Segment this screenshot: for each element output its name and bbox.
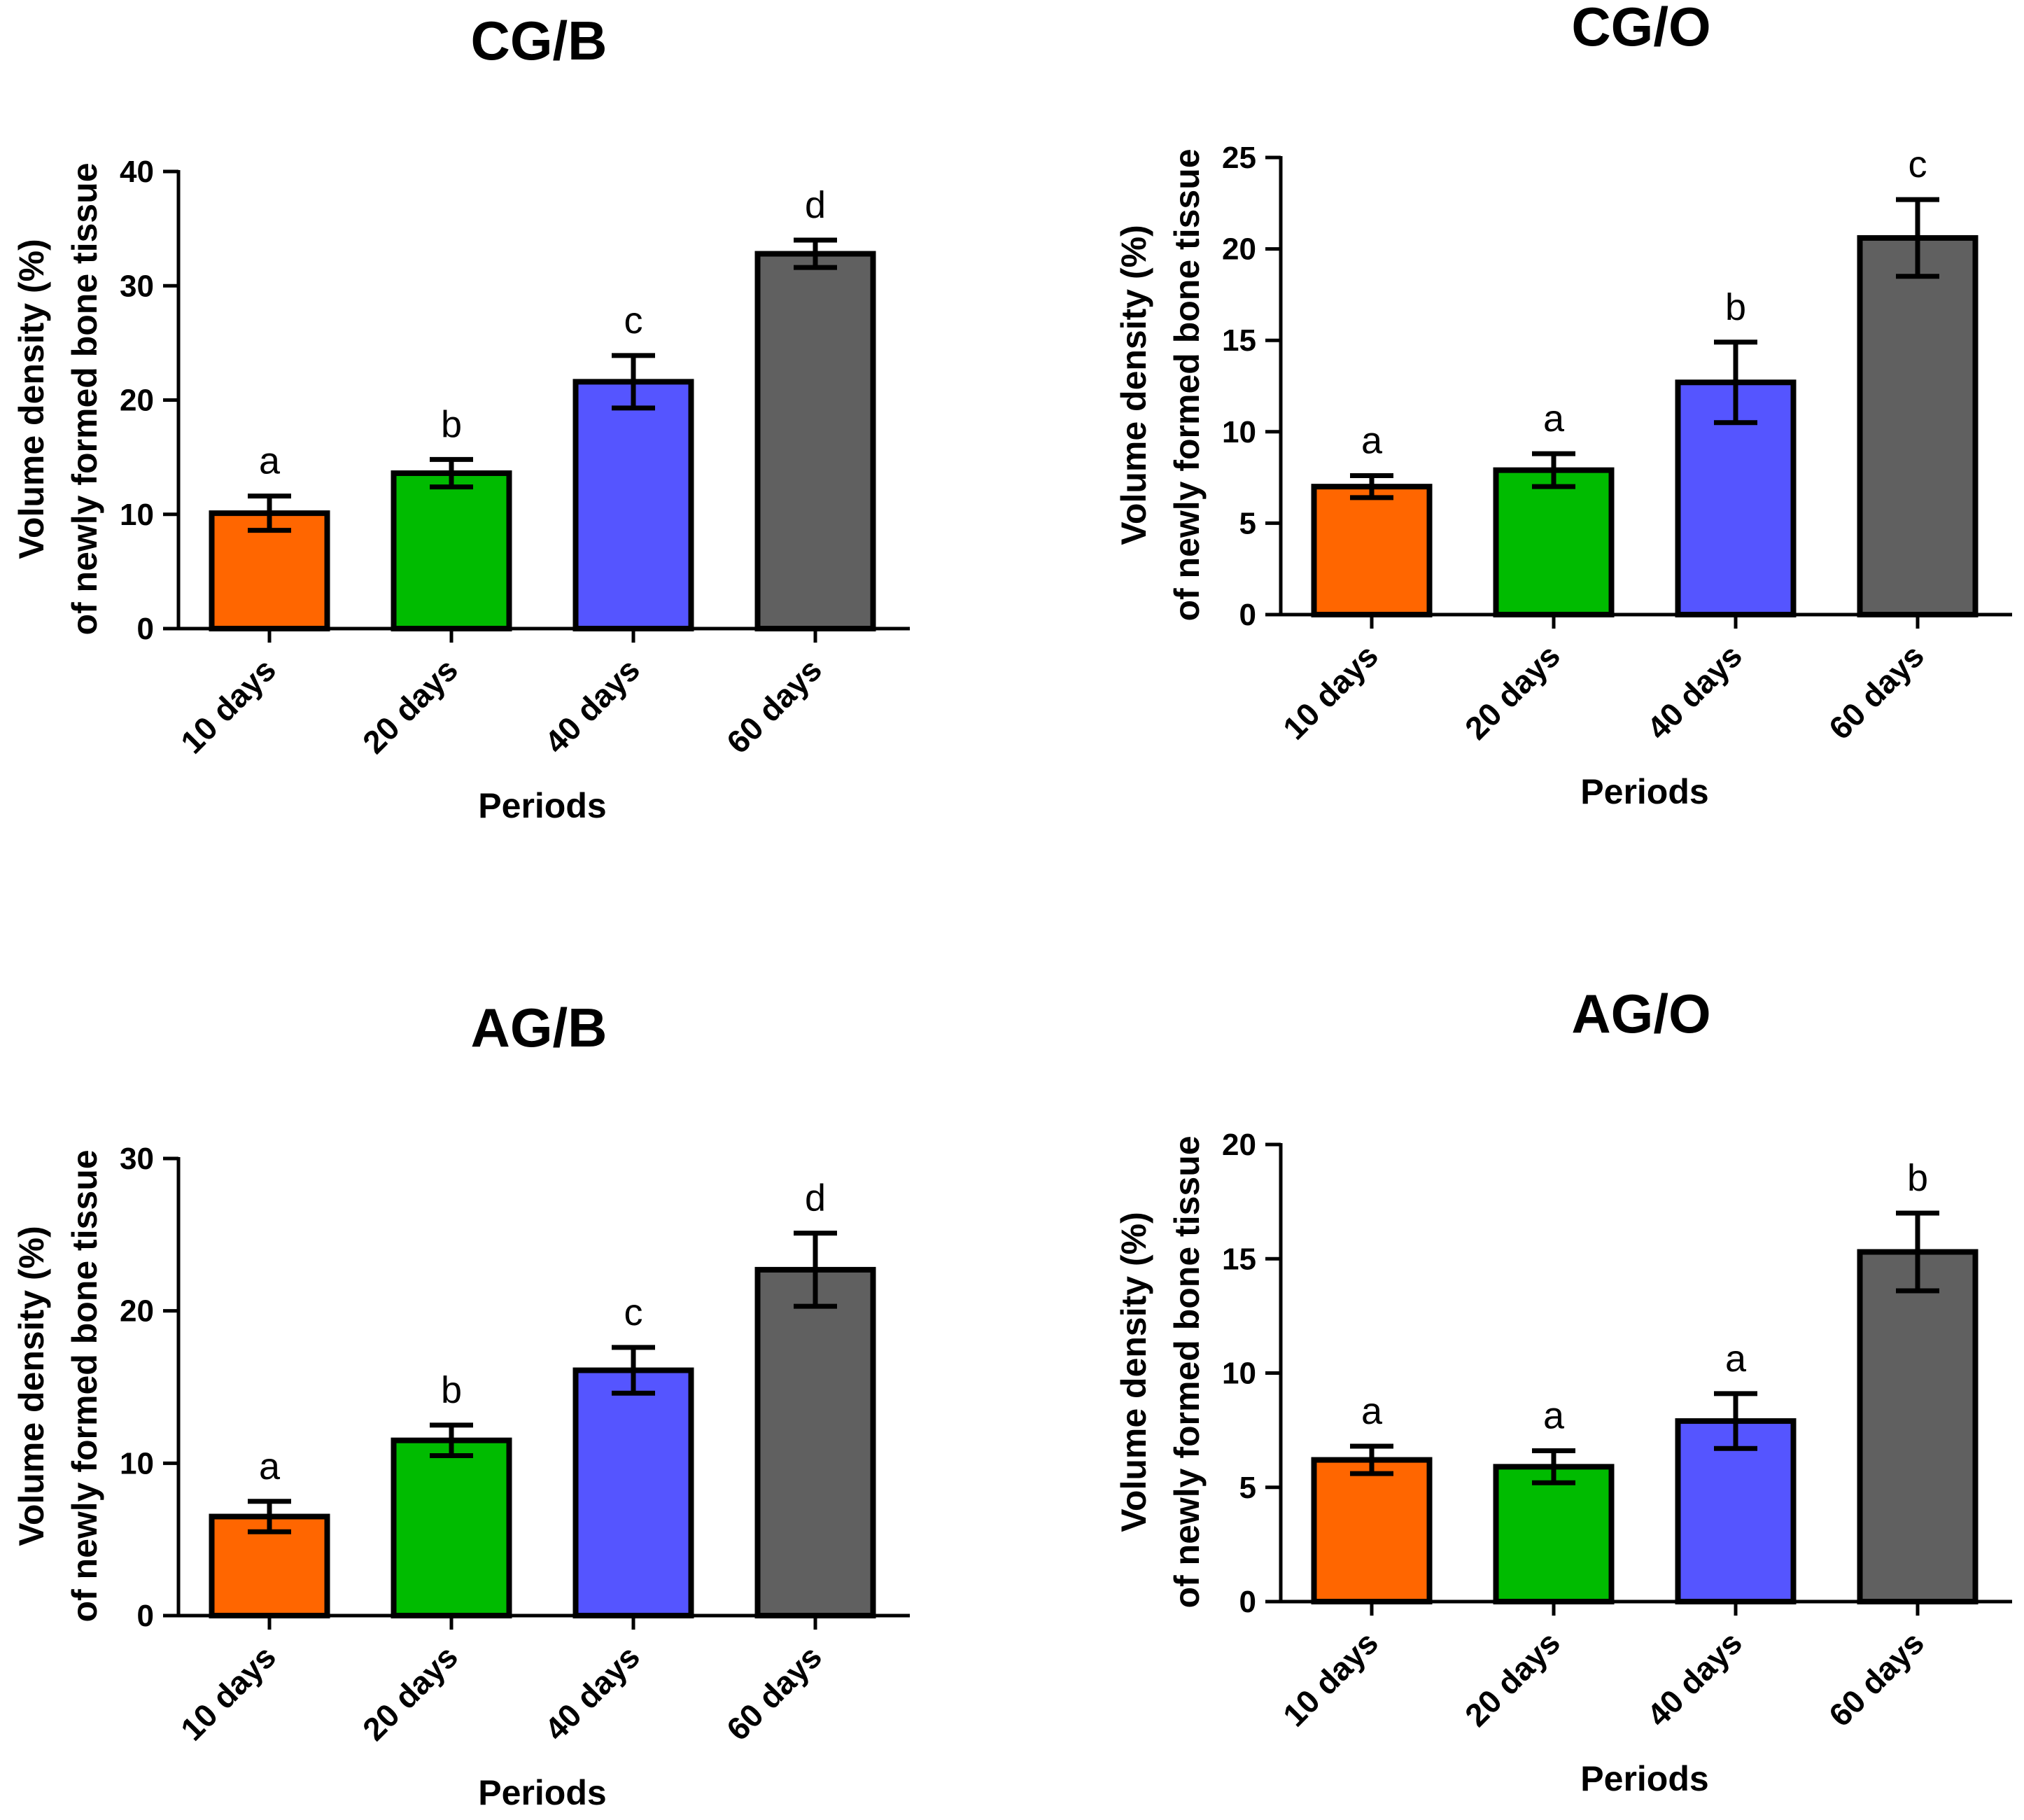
y-tick-label: 10 [1222, 415, 1256, 449]
significance-letter: d [805, 1177, 826, 1219]
significance-letter: a [1543, 1395, 1565, 1437]
bar [572, 1367, 694, 1618]
y-tick-label: 20 [120, 384, 154, 418]
y-tick-label: 10 [1222, 1357, 1256, 1391]
y-axis-title-line-2: of newly formed bone tissue [1167, 148, 1207, 621]
y-tick-label: 15 [1222, 1242, 1256, 1276]
y-tick-label: 25 [1222, 141, 1256, 175]
y-tick-label: 15 [1222, 323, 1256, 358]
significance-letter: b [441, 403, 462, 445]
y-tick-label: 5 [1239, 1471, 1256, 1505]
y-tick-label: 5 [1239, 506, 1256, 540]
significance-letter: b [1725, 286, 1746, 328]
chart-title: AG/B [471, 997, 607, 1058]
significance-letter: b [441, 1369, 462, 1411]
significance-letter: b [1907, 1157, 1928, 1199]
x-axis-title: Periods [478, 786, 606, 825]
y-tick-label: 30 [120, 1142, 154, 1176]
significance-letter: a [1361, 1390, 1383, 1432]
y-tick-label: 10 [120, 1446, 154, 1480]
y-axis-title-line-1: Volume density (%) [1114, 1212, 1153, 1532]
bar [1493, 467, 1615, 617]
bar [754, 1266, 876, 1618]
bar [754, 251, 876, 632]
y-axis-title-line-2: of newly formed bone tissue [65, 162, 104, 635]
y-tick-label: 10 [120, 498, 154, 532]
y-tick-label: 20 [1222, 232, 1256, 267]
y-axis-title-line-2: of newly formed bone tissue [1167, 1135, 1207, 1608]
bar [1311, 484, 1433, 617]
y-tick-label: 30 [120, 269, 154, 303]
y-axis-title-line-2: of newly formed bone tissue [65, 1149, 104, 1622]
chart-title: AG/O [1571, 983, 1710, 1044]
y-axis-title-line-1: Volume density (%) [12, 239, 51, 559]
chart-title: CG/O [1571, 0, 1710, 57]
x-axis-title: Periods [478, 1773, 606, 1812]
y-tick-label: 0 [137, 612, 154, 646]
bar [1493, 1464, 1615, 1604]
significance-letter: a [1361, 419, 1383, 461]
bar [1857, 234, 1979, 618]
significance-letter: c [1909, 144, 1927, 186]
significance-letter: a [259, 1446, 281, 1488]
bar [1857, 1249, 1979, 1604]
significance-letter: c [624, 1292, 643, 1334]
significance-letter: c [624, 300, 643, 342]
bar [391, 470, 512, 631]
x-axis-title: Periods [1580, 772, 1708, 811]
y-tick-label: 40 [120, 155, 154, 189]
y-tick-label: 0 [1239, 1585, 1256, 1619]
bar [1311, 1457, 1433, 1604]
y-axis-title-line-1: Volume density (%) [1114, 225, 1153, 545]
significance-letter: a [1725, 1338, 1747, 1380]
y-tick-label: 0 [1239, 598, 1256, 632]
bar [391, 1437, 512, 1619]
y-axis-title-line-1: Volume density (%) [12, 1226, 51, 1546]
y-tick-label: 0 [137, 1599, 154, 1633]
chart-title: CG/B [471, 10, 607, 71]
x-axis-title: Periods [1580, 1759, 1708, 1798]
y-tick-label: 20 [1222, 1128, 1256, 1162]
bar [572, 379, 694, 631]
y-tick-label: 20 [120, 1294, 154, 1329]
significance-letter: d [805, 184, 826, 226]
significance-letter: a [259, 440, 281, 482]
significance-letter: a [1543, 398, 1565, 440]
